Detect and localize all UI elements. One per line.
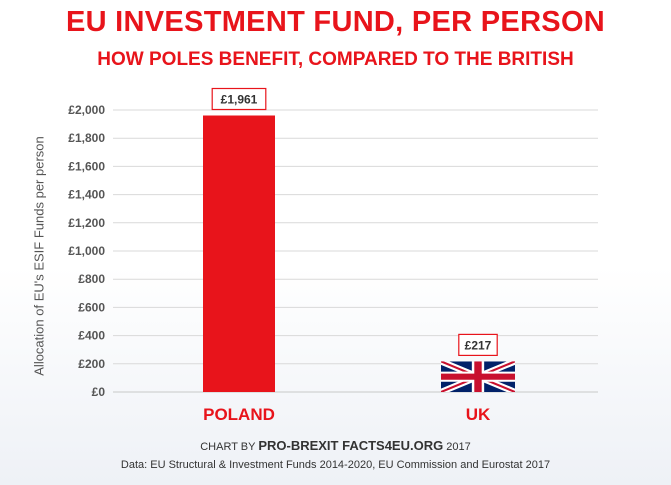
bar-poland: [203, 115, 275, 393]
chart-credit: CHART BY PRO-BREXIT FACTS4EU.ORG 2017: [0, 438, 671, 453]
data-label-text: £1,961: [221, 92, 258, 106]
bar-uk: [441, 361, 516, 393]
y-tick-label: £400: [78, 329, 105, 343]
y-tick-label: £2,000: [68, 103, 105, 117]
y-tick-label: £600: [78, 300, 105, 314]
y-tick-label: £1,400: [68, 188, 105, 202]
y-tick-label: £200: [78, 357, 105, 371]
y-tick-label: £0: [92, 385, 106, 399]
data-label: £1,961: [211, 87, 267, 111]
y-tick-label: £1,600: [68, 159, 105, 173]
credit-year: 2017: [443, 441, 471, 453]
credit-brand: PRO-BREXIT FACTS4EU.ORG: [258, 438, 444, 453]
chart-title: EU INVESTMENT FUND, PER PERSON: [65, 6, 606, 38]
y-tick-label: £1,800: [68, 131, 105, 145]
y-tick-label: £1,000: [68, 244, 105, 258]
y-tick-label: £1,200: [68, 216, 105, 230]
data-source: Data: EU Structural & Investment Funds 2…: [120, 459, 551, 471]
chart-subtitle: HOW POLES BENEFIT, COMPARED TO THE BRITI…: [97, 49, 574, 70]
y-tick-label: £800: [78, 272, 105, 286]
category-label: POLAND: [203, 405, 275, 424]
data-label: £217: [458, 333, 498, 357]
credit-prefix: CHART BY: [200, 441, 259, 453]
data-label-text: £217: [465, 338, 492, 352]
category-label: UK: [466, 405, 491, 424]
